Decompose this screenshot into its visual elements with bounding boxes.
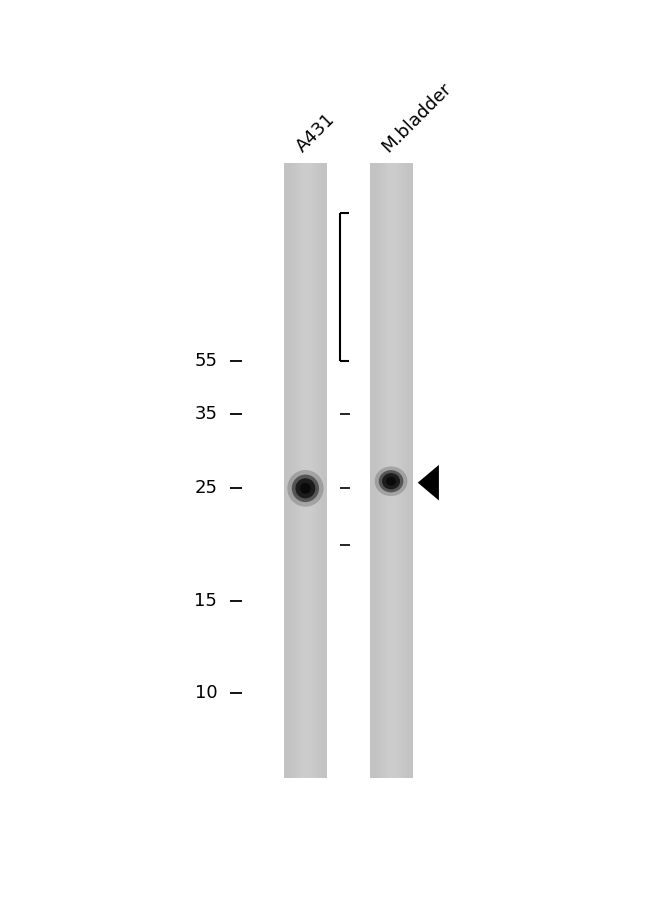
Ellipse shape — [292, 475, 319, 502]
Text: 55: 55 — [194, 353, 217, 370]
Ellipse shape — [296, 478, 315, 498]
Ellipse shape — [379, 470, 404, 492]
Ellipse shape — [374, 466, 408, 496]
Ellipse shape — [287, 470, 324, 507]
Text: 35: 35 — [194, 405, 217, 423]
Polygon shape — [418, 465, 439, 500]
Ellipse shape — [300, 483, 311, 494]
Text: 10: 10 — [194, 684, 217, 702]
Ellipse shape — [382, 473, 400, 489]
Text: 15: 15 — [194, 592, 217, 610]
Text: M.bladder: M.bladder — [378, 80, 455, 156]
Ellipse shape — [386, 476, 396, 486]
Text: A431: A431 — [292, 110, 339, 156]
Text: 25: 25 — [194, 479, 217, 498]
